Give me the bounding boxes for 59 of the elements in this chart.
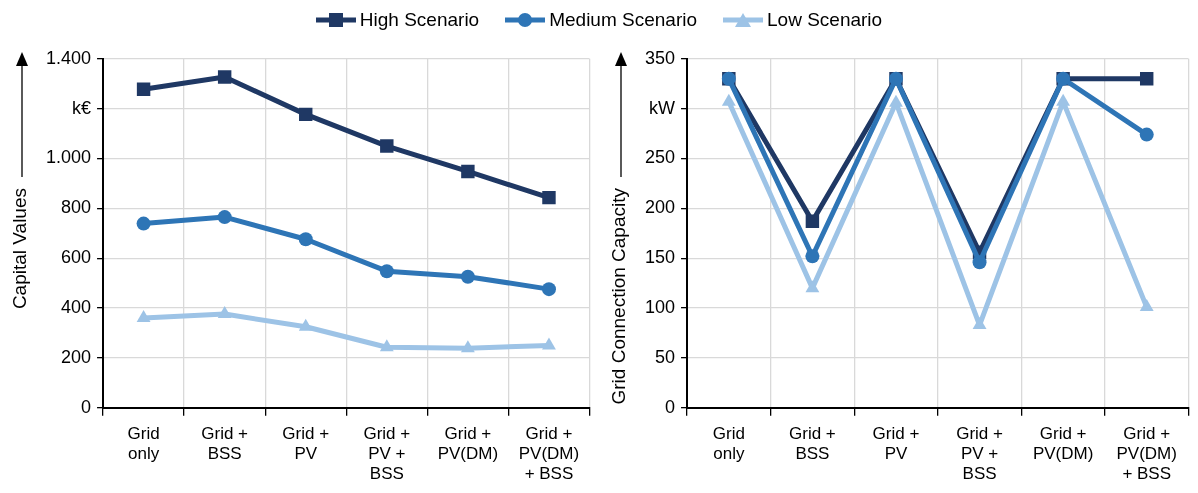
y-axis-title: Grid Connection Capacity (608, 188, 630, 405)
point (217, 306, 232, 319)
x-tick-label: Grid + PV (282, 423, 330, 464)
x-tick-label: Grid only (712, 423, 745, 464)
x-tick-label: Grid + PV (872, 423, 920, 464)
point (1139, 127, 1154, 142)
y-tick-label: 1.000 (46, 147, 92, 168)
point (805, 249, 820, 264)
point (461, 164, 475, 179)
point (460, 340, 475, 353)
point (542, 190, 556, 205)
point (298, 318, 313, 331)
y-tick-label: kW (649, 97, 676, 118)
x-tick-label: Grid + BSS (789, 423, 836, 464)
point (1139, 72, 1154, 86)
legend-label: High Scenario (359, 9, 480, 31)
x-tick-label: Grid + PV(DM) + BSS (518, 423, 580, 484)
x-tick-label: Grid + PV(DM) (437, 423, 499, 464)
y-tick-label: 600 (61, 247, 92, 268)
point (136, 216, 151, 231)
point (298, 232, 313, 247)
y-tick-label: 0 (81, 396, 92, 417)
point (299, 107, 313, 122)
x-tick-label: Grid + PV(DM) (1032, 423, 1094, 464)
point (136, 310, 151, 323)
y-tick-label: 1.400 (46, 47, 92, 68)
point (541, 282, 556, 297)
y-axis-title: Capital Values (9, 188, 31, 310)
point (805, 214, 820, 229)
y-tick-label: k€ (72, 97, 92, 118)
point (460, 269, 475, 284)
y-tick-label: 150 (644, 247, 676, 268)
point (805, 280, 820, 293)
y-tick-label: 100 (644, 297, 676, 318)
point (542, 337, 556, 350)
point (972, 255, 987, 270)
y-tick-label: 800 (61, 197, 92, 218)
point (380, 139, 394, 153)
y-tick-label: 200 (61, 346, 92, 367)
y-tick-label: 50 (655, 346, 676, 367)
legend-label: Medium Scenario (549, 9, 698, 31)
x-tick-label: Grid + PV + BSS (956, 423, 1003, 484)
legend-label: Low Scenario (767, 9, 883, 31)
point (217, 70, 232, 84)
y-tick-label: 400 (61, 297, 92, 318)
point (972, 317, 987, 330)
y-tick-label: 250 (644, 147, 676, 168)
x-tick-label: Grid + PV + BSS (363, 423, 411, 484)
y-tick-label: 200 (644, 197, 676, 218)
point (379, 339, 394, 352)
y-tick-label: 350 (644, 47, 676, 68)
x-tick-label: Grid + PV(DM) + BSS (1116, 423, 1177, 484)
x-tick-label: Grid only (127, 423, 160, 464)
point (379, 264, 394, 279)
x-tick-label: Grid + BSS (201, 423, 249, 464)
y-tick-label: 0 (665, 396, 676, 417)
point (1139, 299, 1154, 312)
point (217, 210, 232, 225)
point (136, 82, 151, 96)
